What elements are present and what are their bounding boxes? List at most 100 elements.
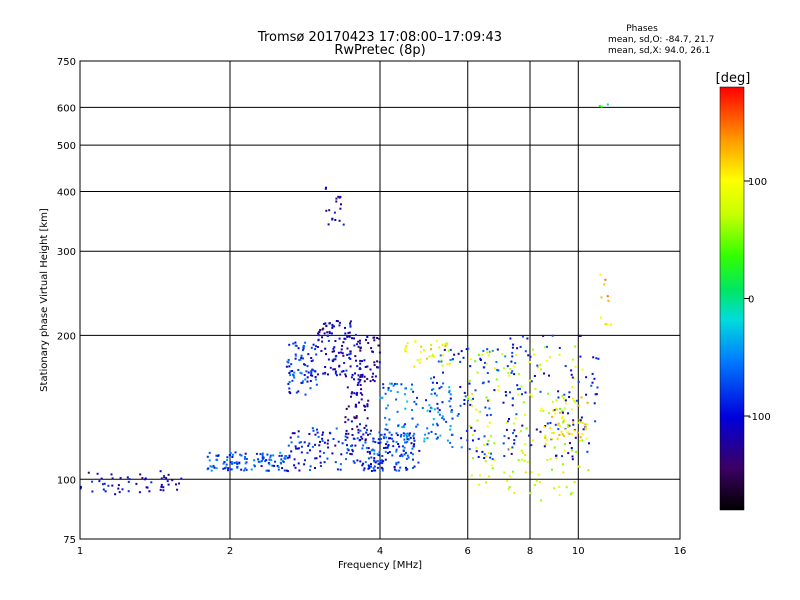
echo-point	[216, 458, 219, 461]
echo-point	[231, 456, 234, 458]
echo-point	[243, 457, 246, 460]
echo-point	[349, 452, 352, 455]
echo-point	[504, 355, 507, 358]
echo-point	[321, 340, 324, 343]
echo-point	[359, 359, 362, 362]
echo-point	[303, 374, 306, 376]
echo-point	[396, 391, 399, 394]
echo-point	[491, 458, 494, 461]
echo-point	[351, 444, 354, 447]
echo-point	[345, 429, 348, 432]
echo-point	[412, 458, 414, 461]
echo-point	[521, 424, 524, 427]
echo-point	[581, 421, 584, 424]
echo-point	[522, 401, 525, 404]
echo-point	[315, 457, 318, 460]
echo-point	[364, 366, 367, 368]
echo-point	[411, 467, 414, 469]
echo-point	[385, 407, 388, 410]
echo-point	[535, 428, 538, 431]
echo-point	[606, 323, 609, 326]
echo-point	[346, 448, 349, 451]
echo-point	[323, 461, 326, 464]
echo-point	[321, 328, 324, 331]
echo-point	[411, 453, 414, 456]
echo-point	[341, 352, 344, 355]
echo-point	[482, 349, 485, 352]
echo-point	[306, 380, 309, 383]
echo-point	[361, 360, 363, 363]
x-tick-label: 4	[377, 546, 383, 557]
echo-point	[564, 428, 567, 431]
y-axis: 75 100 200 300 400 500 600 750	[57, 57, 76, 546]
echo-point	[329, 366, 332, 369]
echo-point	[563, 449, 566, 452]
echo-point	[584, 423, 587, 426]
y-tick-label: 100	[57, 475, 76, 486]
echo-point	[530, 395, 533, 398]
colorbar-ticks: 100 0 -100	[744, 177, 771, 423]
echo-point	[428, 355, 431, 358]
echo-point	[358, 401, 360, 404]
echo-point	[345, 375, 347, 378]
echo-point	[210, 469, 213, 472]
echo-point	[359, 349, 362, 352]
echo-point	[471, 457, 474, 460]
echo-point	[363, 359, 366, 362]
echo-point	[372, 378, 375, 381]
echo-point	[180, 477, 183, 480]
echo-point	[314, 370, 317, 373]
echo-point	[299, 371, 302, 374]
echo-point	[118, 491, 121, 494]
echo-point	[138, 491, 141, 494]
echo-point	[352, 460, 355, 463]
echo-point	[289, 392, 292, 395]
echo-point	[524, 391, 527, 394]
echo-point	[309, 387, 312, 390]
echo-point	[335, 374, 338, 377]
echo-point	[411, 383, 413, 386]
echo-point	[574, 401, 577, 404]
echo-point	[267, 462, 270, 465]
echo-point	[340, 453, 343, 456]
echo-point	[485, 396, 488, 399]
echo-point	[546, 345, 548, 348]
echo-point	[497, 369, 500, 372]
echo-point	[344, 435, 347, 438]
y-tick-label: 600	[57, 103, 76, 114]
echo-point	[609, 323, 612, 326]
echo-point	[365, 446, 368, 449]
echo-point	[390, 433, 393, 436]
echo-point	[412, 434, 415, 437]
echo-point	[528, 434, 530, 437]
echo-point	[495, 368, 498, 371]
echo-point	[318, 334, 321, 337]
echo-point	[526, 337, 529, 340]
echo-point	[469, 403, 472, 406]
echo-point	[557, 396, 560, 399]
echo-point	[529, 393, 532, 396]
echo-point	[356, 459, 359, 462]
echo-point	[370, 470, 373, 472]
echo-point	[557, 428, 560, 431]
echo-point	[209, 465, 212, 468]
echo-point	[448, 386, 451, 389]
echo-point	[472, 397, 474, 400]
echo-point	[297, 347, 300, 350]
echo-point	[559, 425, 561, 428]
x-tick-label: 10	[572, 546, 585, 557]
x-tick-label: 6	[465, 546, 471, 557]
echo-point	[405, 441, 408, 444]
echo-point	[359, 342, 361, 345]
echo-point	[558, 353, 561, 356]
echo-point	[383, 433, 386, 436]
echo-point	[381, 462, 384, 465]
echo-point	[388, 431, 391, 434]
echo-point	[351, 373, 354, 376]
echo-point	[572, 419, 575, 422]
echo-point	[585, 437, 588, 440]
echo-point	[561, 433, 564, 436]
echo-point	[392, 445, 395, 448]
echo-point	[399, 435, 402, 438]
echo-point	[288, 387, 291, 390]
